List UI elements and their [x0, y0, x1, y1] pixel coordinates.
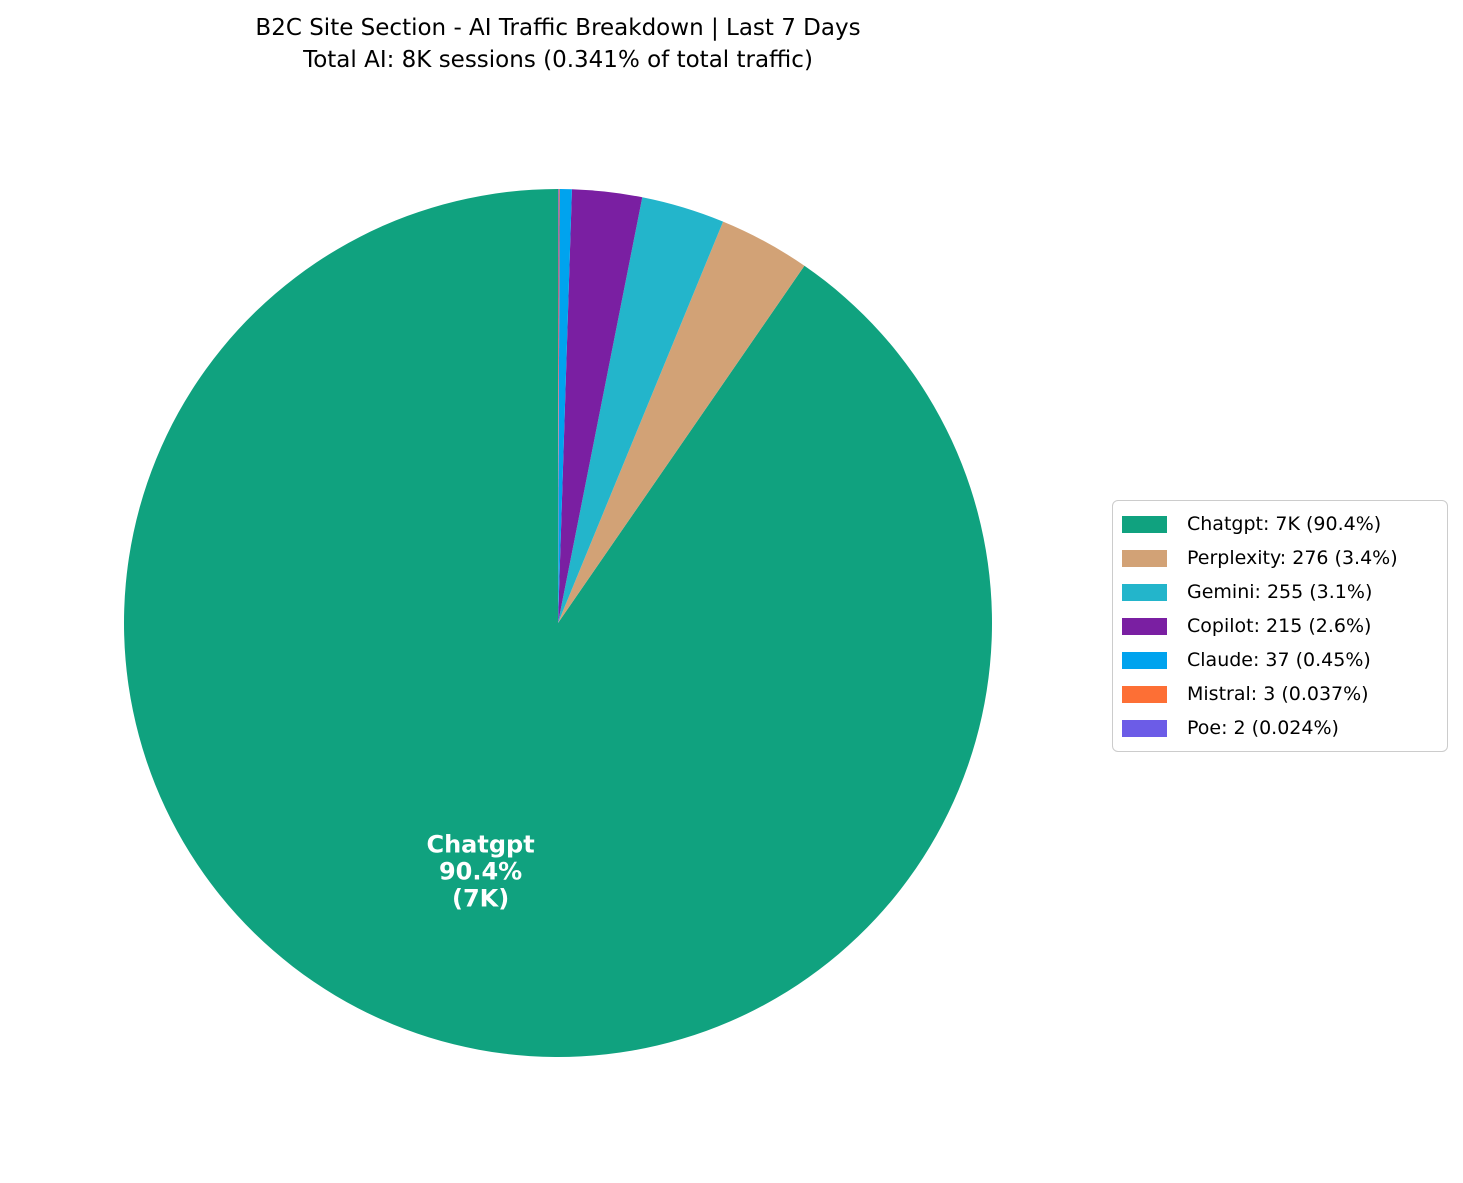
- legend-label-chatgpt: Chatgpt: 7K (90.4%): [1187, 513, 1382, 535]
- pie-slice-claude: [558, 189, 572, 623]
- pie-slice-poe: [558, 188, 559, 623]
- pie-slice-mistral: [558, 188, 560, 624]
- legend-swatch-copilot: [1122, 617, 1167, 635]
- legend-swatch-mistral: [1122, 685, 1167, 703]
- pie-slice-gemini: [558, 197, 724, 623]
- legend-item-claude: Claude: 37 (0.45%): [1113, 643, 1447, 677]
- pie-slice-chatgpt: [124, 189, 993, 1057]
- legend-item-perplexity: Perplexity: 276 (3.4%): [1113, 541, 1447, 575]
- legend-item-poe: Poe: 2 (0.024%): [1113, 711, 1447, 745]
- legend-label-poe: Poe: 2 (0.024%): [1187, 717, 1339, 739]
- legend-label-gemini: Gemini: 255 (3.1%): [1187, 581, 1373, 603]
- legend-label-mistral: Mistral: 3 (0.037%): [1187, 683, 1369, 705]
- legend: Chatgpt: 7K (90.4%) Perplexity: 276 (3.4%…: [1112, 500, 1448, 752]
- legend-item-chatgpt: Chatgpt: 7K (90.4%): [1113, 507, 1447, 541]
- legend-label-perplexity: Perplexity: 276 (3.4%): [1187, 547, 1398, 569]
- legend-label-copilot: Copilot: 215 (2.6%): [1187, 615, 1372, 637]
- legend-swatch-perplexity: [1122, 549, 1167, 567]
- legend-swatch-gemini: [1122, 583, 1167, 601]
- legend-swatch-chatgpt: [1122, 515, 1167, 533]
- legend-swatch-poe: [1122, 719, 1167, 737]
- legend-item-copilot: Copilot: 215 (2.6%): [1113, 609, 1447, 643]
- chart-title-line2: Total AI: 8K sessions (0.341% of total t…: [303, 47, 813, 73]
- pie-slice-inner-label: Chatgpt 90.4% (7K): [426, 831, 534, 913]
- pie-slice-perplexity: [558, 221, 805, 623]
- legend-swatch-claude: [1122, 651, 1167, 669]
- pie-slice-copilot: [558, 189, 643, 623]
- legend-item-gemini: Gemini: 255 (3.1%): [1113, 575, 1447, 609]
- chart-title-line1: B2C Site Section - AI Traffic Breakdown …: [255, 15, 861, 41]
- legend-item-mistral: Mistral: 3 (0.037%): [1113, 677, 1447, 711]
- legend-label-claude: Claude: 37 (0.45%): [1187, 649, 1371, 671]
- chart-title: B2C Site Section - AI Traffic Breakdown …: [255, 12, 860, 76]
